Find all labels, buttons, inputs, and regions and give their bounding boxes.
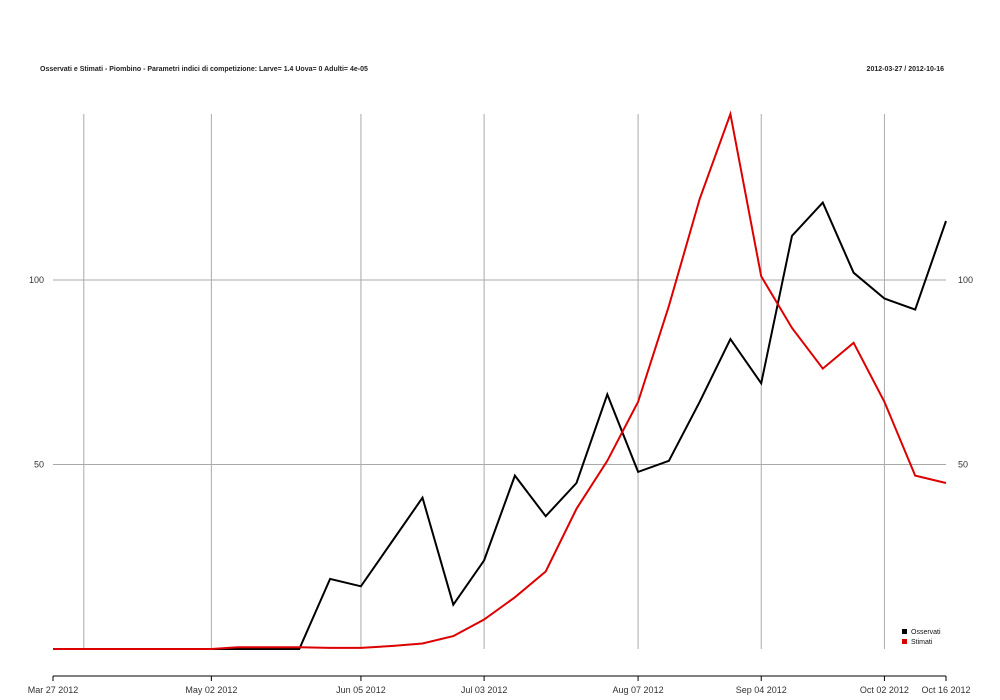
x-tick-label: Mar 27 2012	[28, 685, 79, 695]
date-range-label: 2012-03-27 / 2012-10-16	[866, 66, 944, 73]
x-tick-label: Oct 02 2012	[860, 685, 909, 695]
x-tick-label: Sep 04 2012	[736, 685, 787, 695]
series-lines	[53, 110, 947, 650]
legend-swatch-osservati	[902, 629, 907, 634]
y-tick-label-right: 50	[958, 460, 968, 470]
chart-title: Osservati e Stimati - Piombino - Paramet…	[40, 66, 368, 73]
x-tick-label: May 02 2012	[185, 685, 237, 695]
y-tick-label-left: 100	[29, 275, 44, 285]
x-tick-label: Jun 05 2012	[336, 685, 386, 695]
y-tick-label-right: 100	[958, 275, 973, 285]
grid	[53, 114, 946, 649]
series-line-osservati	[53, 200, 947, 650]
x-tick-label: Jul 03 2012	[461, 685, 508, 695]
y-axis-ticks: 50 50 100 100	[29, 275, 973, 469]
legend-swatch-stimati	[902, 639, 907, 644]
legend: Osservati Stimati	[902, 629, 941, 646]
x-axis: Mar 27 2012 May 02 2012 Jun 05 2012 Jul 03 …	[28, 675, 971, 695]
legend-label-osservati: Osservati	[911, 629, 941, 636]
y-tick-label-left: 50	[34, 460, 44, 470]
series-line-stimati	[53, 110, 947, 650]
x-tick-label: Aug 07 2012	[613, 685, 664, 695]
x-tick-label: Oct 16 2012	[921, 685, 970, 695]
legend-label-stimati: Stimati	[911, 639, 933, 646]
